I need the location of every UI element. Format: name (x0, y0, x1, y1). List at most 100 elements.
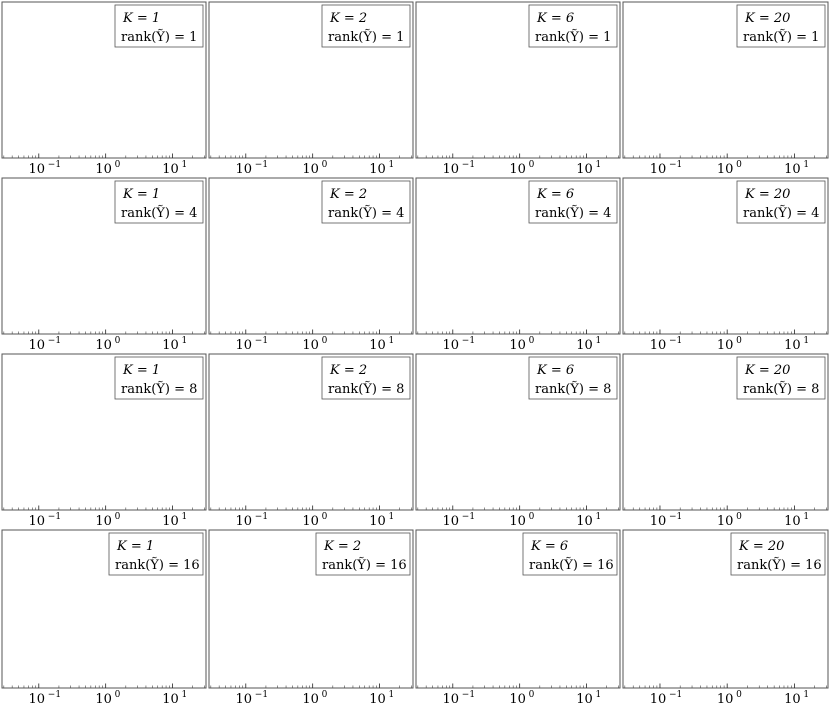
panel-frame (208, 529, 414, 689)
legend-box (321, 356, 411, 400)
tick-label: 10 (717, 338, 734, 353)
tick-label-exponent: 0 (115, 160, 121, 170)
tick-label-exponent: 0 (736, 512, 742, 522)
tick-label-exponent: 1 (596, 512, 602, 522)
legend-k-label: K = 6 (536, 11, 574, 26)
panel-frame (622, 177, 829, 335)
tick-label-exponent: 0 (115, 690, 121, 700)
tick-label-exponent: 1 (803, 336, 809, 346)
legend-k-label: K = 20 (744, 363, 790, 378)
tick-label-exponent: −1 (255, 512, 268, 522)
legend-rank-label: rank(Ỹ) = 16 (115, 557, 200, 573)
tick-label: 10 (650, 692, 667, 706)
panel-frame (208, 353, 414, 511)
legend-box (114, 180, 204, 224)
legend-k-label: K = 1 (122, 11, 160, 26)
tick-label: 10 (369, 338, 386, 353)
panel-frame (1, 177, 207, 335)
tick-label: 10 (784, 692, 801, 706)
tick-label: 10 (717, 514, 734, 529)
legend-box (736, 356, 826, 400)
tick-label: 10 (236, 162, 253, 177)
tick-label: 10 (95, 338, 112, 353)
legend-box (522, 532, 618, 576)
panel-frame (415, 177, 621, 335)
tick-label: 10 (443, 514, 460, 529)
legend-rank-label: rank(Ỹ) = 16 (737, 557, 822, 573)
tick-label-exponent: 1 (389, 160, 395, 170)
tick-label: 10 (162, 162, 179, 177)
tick-label: 10 (236, 514, 253, 529)
legend-k-label: K = 1 (122, 187, 160, 202)
tick-label-exponent: 0 (529, 336, 535, 346)
legend-rank-label: rank(Ỹ) = 1 (535, 29, 611, 45)
tick-label-exponent: 0 (529, 690, 535, 700)
tick-label: 10 (95, 162, 112, 177)
tick-label-exponent: 1 (182, 512, 188, 522)
tick-label-exponent: −1 (669, 160, 682, 170)
tick-label-exponent: −1 (255, 690, 268, 700)
tick-label-exponent: 0 (736, 160, 742, 170)
tick-label: 10 (509, 692, 526, 706)
legend-k-label: K = 6 (536, 187, 574, 202)
tick-label: 10 (650, 338, 667, 353)
tick-label-exponent: 0 (529, 512, 535, 522)
tick-label: 10 (443, 338, 460, 353)
legend-box (321, 180, 411, 224)
tick-label: 10 (576, 514, 593, 529)
legend-rank-label: rank(Ỹ) = 8 (328, 381, 404, 397)
legend-k-label: K = 20 (744, 11, 790, 26)
legend-k-label: K = 1 (122, 363, 160, 378)
tick-label: 10 (576, 692, 593, 706)
tick-label-exponent: 1 (182, 336, 188, 346)
tick-label-exponent: 1 (389, 336, 395, 346)
panel-frame (622, 353, 829, 511)
tick-label-exponent: −1 (669, 512, 682, 522)
tick-label-exponent: 0 (322, 160, 328, 170)
legend-k-label: K = 2 (329, 11, 367, 26)
tick-label: 10 (784, 162, 801, 177)
panel-frame (415, 1, 621, 159)
tick-label-exponent: −1 (48, 336, 61, 346)
legend-rank-label: rank(Ỹ) = 8 (743, 381, 819, 397)
legend-k-label: K = 6 (530, 539, 568, 554)
tick-label-exponent: 1 (596, 160, 602, 170)
tick-label-exponent: 1 (596, 690, 602, 700)
tick-label: 10 (369, 692, 386, 706)
tick-label: 10 (717, 692, 734, 706)
tick-label-exponent: −1 (669, 336, 682, 346)
tick-label-exponent: −1 (48, 160, 61, 170)
legend-rank-label: rank(Ỹ) = 1 (743, 29, 819, 45)
tick-label-exponent: 0 (736, 690, 742, 700)
tick-label-exponent: −1 (255, 336, 268, 346)
tick-label-exponent: −1 (462, 336, 475, 346)
legend-box (736, 4, 826, 48)
tick-label-exponent: −1 (669, 690, 682, 700)
panel-frame (1, 353, 207, 511)
tick-label-exponent: 0 (322, 690, 328, 700)
tick-label: 10 (236, 692, 253, 706)
legend-rank-label: rank(Ỹ) = 4 (743, 205, 819, 221)
tick-label: 10 (162, 692, 179, 706)
tick-label-exponent: 1 (182, 690, 188, 700)
tick-label: 10 (29, 162, 46, 177)
tick-label: 10 (443, 692, 460, 706)
legend-rank-label: rank(Ỹ) = 16 (322, 557, 407, 573)
tick-label-exponent: 1 (596, 336, 602, 346)
tick-label: 10 (509, 338, 526, 353)
legend-box (736, 180, 826, 224)
panel-frame (208, 1, 414, 159)
legend-box (114, 4, 204, 48)
legend-rank-label: rank(Ỹ) = 1 (328, 29, 404, 45)
legend-k-label: K = 6 (536, 363, 574, 378)
